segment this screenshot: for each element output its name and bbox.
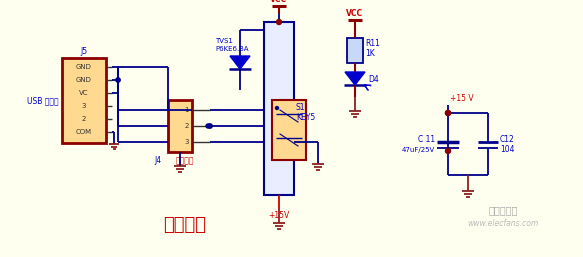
Text: GND: GND [76, 77, 92, 83]
Text: 3: 3 [184, 139, 189, 145]
Text: R11: R11 [365, 39, 380, 48]
Text: D4: D4 [368, 75, 379, 84]
Text: 电子发烧友: 电子发烧友 [489, 205, 518, 215]
Circle shape [206, 124, 210, 128]
Text: KEY5: KEY5 [296, 114, 315, 123]
Polygon shape [345, 72, 365, 85]
Text: USB 连接器: USB 连接器 [27, 96, 59, 105]
Text: 2: 2 [185, 123, 189, 129]
Circle shape [445, 111, 451, 115]
Text: +15 V: +15 V [450, 94, 473, 103]
Bar [264, 22, 294, 195]
Text: 1K: 1K [365, 49, 375, 58]
Text: P6KE6.8A: P6KE6.8A [215, 46, 248, 52]
Circle shape [447, 112, 449, 115]
Circle shape [208, 124, 212, 128]
Text: www.elecfans.com: www.elecfans.com [468, 219, 539, 228]
Text: 2: 2 [82, 116, 86, 122]
Text: TVS1: TVS1 [215, 38, 233, 44]
Bar [62, 58, 106, 143]
Text: VCC: VCC [346, 9, 364, 18]
Text: 电源输入: 电源输入 [175, 156, 194, 165]
Text: COM: COM [76, 129, 92, 135]
Text: S1: S1 [296, 104, 305, 113]
Text: C 11: C 11 [418, 134, 435, 143]
Polygon shape [230, 56, 250, 69]
Text: GND: GND [76, 64, 92, 70]
Text: 3: 3 [82, 103, 86, 109]
Bar [168, 100, 192, 152]
Circle shape [276, 106, 279, 109]
Bar [272, 100, 306, 160]
Circle shape [445, 111, 451, 115]
Circle shape [116, 78, 120, 82]
Bar [347, 38, 363, 63]
Text: +15V: +15V [268, 211, 290, 220]
Text: 1: 1 [184, 107, 189, 113]
Text: VC: VC [79, 90, 89, 96]
Text: C12: C12 [500, 134, 515, 143]
Text: 电源输入: 电源输入 [163, 216, 206, 234]
Text: 104: 104 [500, 145, 515, 154]
Circle shape [445, 149, 451, 153]
Text: VCC: VCC [271, 0, 287, 4]
Text: 47uF/25V: 47uF/25V [402, 147, 435, 153]
Circle shape [276, 20, 282, 24]
Text: J4: J4 [154, 156, 161, 165]
Text: J5: J5 [80, 47, 87, 56]
